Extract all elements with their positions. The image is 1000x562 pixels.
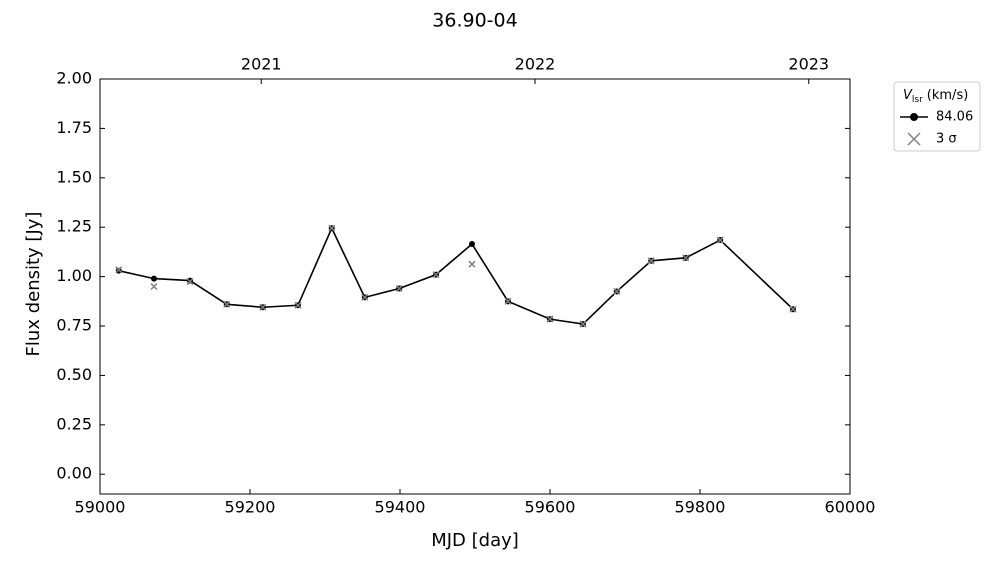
x-marker	[468, 260, 476, 268]
x-marker	[259, 303, 267, 311]
y-tick-label: 0.75	[56, 316, 92, 335]
y-tick-label: 2.00	[56, 69, 92, 88]
point	[469, 241, 475, 248]
chart-title: 36.90-04	[432, 10, 517, 32]
x-tick-label: 59400	[375, 498, 426, 517]
legend-title: Vlsr (km/s)	[903, 88, 968, 105]
x-marker	[716, 236, 724, 244]
x-marker	[432, 271, 440, 279]
legend-title-symbol: V	[903, 88, 913, 103]
x-tick-label: 59800	[675, 498, 726, 517]
legend-marker	[910, 113, 918, 121]
y-tick-label: 1.00	[56, 266, 92, 285]
legend-label: 84.06	[936, 110, 973, 125]
legend-title-unit: (km/s)	[927, 88, 969, 103]
y-tick-label: 0.00	[56, 464, 92, 483]
legend: Vlsr (km/s) 84.06 3 σ	[893, 81, 981, 152]
legend-box	[893, 81, 981, 152]
legend-marker	[907, 132, 921, 146]
x-marker	[682, 254, 690, 262]
x2-tick-label: 2022	[515, 55, 556, 74]
plot-frame	[99, 78, 851, 495]
x-marker	[223, 300, 231, 308]
x-marker	[328, 224, 336, 232]
y-tick-label: 1.75	[56, 118, 92, 137]
x-marker	[186, 278, 194, 286]
x-marker	[579, 320, 587, 328]
x-marker	[789, 305, 797, 313]
x-marker	[150, 282, 158, 291]
x-marker	[647, 257, 655, 265]
y-axis-label: Flux density [Jy]	[23, 212, 44, 357]
x-tick-label: 59000	[75, 498, 126, 517]
legend-label: 3 σ	[936, 132, 957, 147]
x-tick-label: 59600	[525, 498, 576, 517]
y-tick-label: 0.50	[56, 365, 92, 384]
x-marker	[613, 287, 621, 295]
legend-title-subscript: lsr	[912, 95, 923, 105]
x2-tick-label: 2021	[241, 55, 282, 74]
x-tick-label: 60000	[825, 498, 876, 517]
x-marker	[504, 297, 512, 305]
x-tick-label: 59200	[225, 498, 276, 517]
x-marker	[361, 293, 369, 301]
series-line	[118, 226, 794, 325]
y-tick-label: 1.50	[56, 167, 92, 186]
x-marker	[395, 284, 403, 293]
y-tick-label: 1.25	[56, 217, 92, 236]
x-marker	[294, 301, 302, 309]
y-tick-label: 0.25	[56, 414, 92, 433]
x-axis-label: MJD [day]	[431, 530, 519, 551]
x-marker	[115, 266, 123, 274]
x-marker	[546, 315, 554, 323]
point	[151, 275, 157, 282]
x2-tick-label: 2023	[788, 55, 829, 74]
